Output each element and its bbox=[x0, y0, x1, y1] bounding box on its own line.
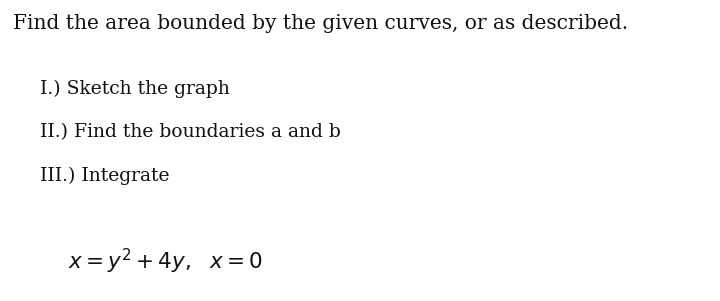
Text: III.) Integrate: III.) Integrate bbox=[40, 167, 169, 185]
Text: Find the area bounded by the given curves, or as described.: Find the area bounded by the given curve… bbox=[13, 14, 628, 33]
Text: II.) Find the boundaries a and b: II.) Find the boundaries a and b bbox=[40, 123, 341, 141]
Text: $x = y^2 + 4y,\ \ x = 0$: $x = y^2 + 4y,\ \ x = 0$ bbox=[68, 247, 263, 276]
Text: I.) Sketch the graph: I.) Sketch the graph bbox=[40, 80, 230, 98]
